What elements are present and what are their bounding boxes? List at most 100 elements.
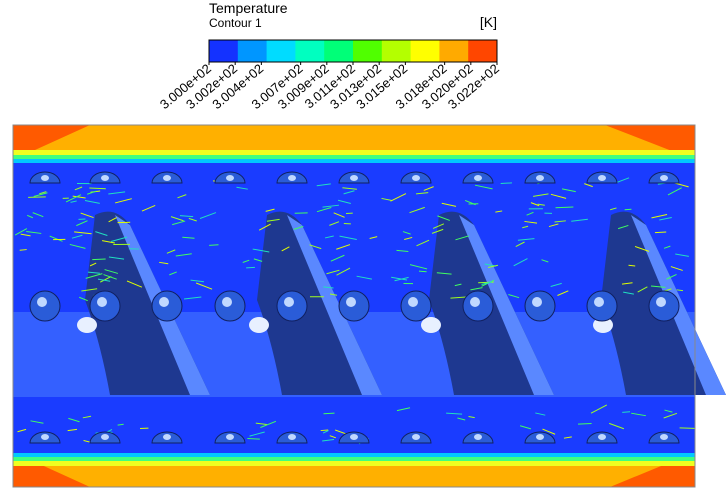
flow-vector — [391, 276, 408, 281]
flow-vector — [39, 191, 47, 195]
flow-vector — [102, 240, 115, 244]
flow-vector — [404, 236, 413, 241]
highlight — [249, 317, 269, 333]
flow-vector — [590, 404, 608, 414]
sphere-shine — [159, 297, 169, 307]
legend-unit: [K] — [480, 14, 497, 30]
flow-vector — [343, 190, 355, 195]
dome-shine — [660, 434, 668, 440]
flow-vector — [320, 429, 329, 432]
flow-vector — [103, 274, 117, 280]
dome-shine — [41, 434, 49, 440]
colorbar-band — [468, 40, 498, 62]
dome-shine — [288, 175, 296, 181]
colorbar-band — [237, 40, 268, 62]
dome-shine — [101, 175, 109, 181]
flow-vector — [74, 231, 92, 235]
dome-shine — [101, 434, 109, 440]
flow-vector — [209, 244, 219, 246]
flow-vector — [87, 271, 100, 274]
flow-vector — [188, 217, 197, 222]
flow-vector — [524, 220, 538, 224]
sphere-shine — [97, 297, 107, 307]
flow-vector — [634, 245, 650, 252]
flow-vector — [30, 420, 44, 424]
flow-vector — [72, 195, 86, 199]
flow-vector — [495, 210, 503, 213]
flow-vector — [329, 221, 340, 226]
flow-vector — [650, 285, 666, 288]
flow-vector — [104, 269, 119, 274]
sphere-shine — [594, 297, 604, 307]
flow-vector — [329, 293, 338, 296]
flow-vector — [550, 282, 562, 287]
flow-vector — [676, 289, 684, 292]
flow-vector — [323, 286, 334, 289]
flow-vector — [159, 261, 169, 265]
flow-vector — [481, 281, 492, 285]
flow-vector — [170, 216, 184, 222]
highlight — [421, 317, 441, 333]
flow-vector — [610, 207, 617, 211]
flow-vector — [554, 220, 566, 223]
flow-vector — [621, 282, 633, 285]
flow-vector — [49, 235, 63, 242]
flow-vector — [615, 177, 630, 184]
dome-shine — [598, 175, 606, 181]
colorbar-band — [266, 40, 296, 62]
flow-vector — [67, 428, 78, 432]
flow-vector — [26, 214, 34, 219]
plot-frame — [12, 124, 696, 488]
dome-shine — [474, 434, 482, 440]
flow-vector — [666, 273, 677, 280]
flow-vector — [177, 194, 187, 199]
flow-vector — [85, 273, 103, 279]
flow-vector — [26, 230, 42, 234]
dome-shine — [536, 434, 544, 440]
flow-vector — [446, 412, 463, 415]
flow-vector — [236, 186, 248, 190]
flow-vector — [324, 235, 334, 239]
flow-vector — [68, 417, 80, 423]
highlight — [593, 317, 613, 333]
flow-vector — [659, 217, 672, 221]
flow-vector — [515, 241, 525, 247]
sphere-shine — [408, 297, 418, 307]
flow-vector — [175, 253, 192, 257]
sphere-shine — [284, 297, 294, 307]
flow-vector — [126, 280, 143, 288]
flow-vector — [675, 253, 689, 257]
flow-vector — [609, 422, 625, 430]
flow-vector — [74, 186, 83, 191]
flow-vector — [92, 258, 106, 261]
flow-vector — [316, 183, 331, 187]
flow-vector — [183, 296, 202, 300]
flow-vector — [117, 423, 124, 426]
flow-vector — [249, 431, 265, 437]
flow-vector — [330, 254, 345, 262]
flow-vector — [71, 234, 83, 239]
flow-vector — [530, 202, 540, 207]
flow-vector — [141, 205, 156, 212]
flow-vector — [541, 259, 549, 263]
flow-vector — [266, 218, 280, 222]
dome-shine — [226, 175, 234, 181]
flow-vector — [97, 278, 111, 282]
flow-vector — [28, 196, 46, 198]
flow-vector — [108, 217, 117, 223]
flow-vector — [526, 211, 534, 216]
flow-vector — [623, 291, 634, 295]
flow-vector — [69, 243, 86, 249]
flow-vector — [79, 296, 88, 302]
flow-vector — [110, 236, 128, 242]
flow-vector — [454, 283, 462, 287]
flow-vector — [409, 206, 425, 214]
flow-vector — [179, 215, 194, 218]
flow-vector — [522, 225, 529, 229]
flow-vector — [622, 411, 631, 413]
flow-vector — [166, 249, 176, 254]
flow-vector — [396, 407, 411, 412]
flow-vector — [436, 272, 452, 275]
flow-vector — [571, 218, 588, 222]
flow-vector — [252, 248, 270, 253]
